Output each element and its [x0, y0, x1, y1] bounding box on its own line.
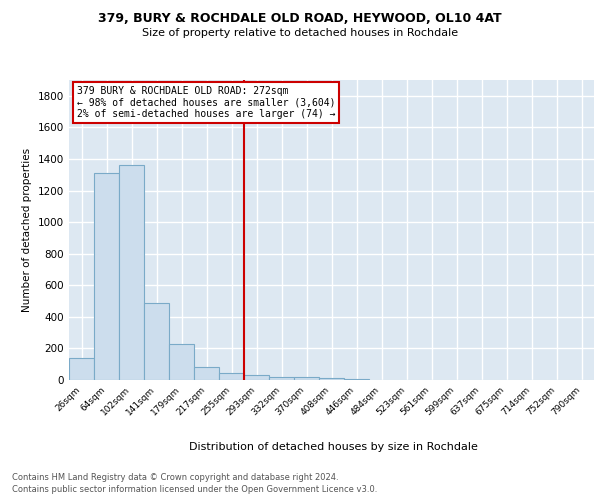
Bar: [244, 376, 269, 380]
Bar: [169, 344, 194, 380]
Text: Distribution of detached houses by size in Rochdale: Distribution of detached houses by size …: [188, 442, 478, 452]
Text: Size of property relative to detached houses in Rochdale: Size of property relative to detached ho…: [142, 28, 458, 38]
Bar: [294, 377, 319, 380]
Text: 379 BURY & ROCHDALE OLD ROAD: 272sqm
← 98% of detached houses are smaller (3,604: 379 BURY & ROCHDALE OLD ROAD: 272sqm ← 9…: [77, 86, 335, 119]
Y-axis label: Number of detached properties: Number of detached properties: [22, 148, 32, 312]
Bar: [144, 302, 169, 380]
Bar: [319, 378, 344, 380]
Text: Contains HM Land Registry data © Crown copyright and database right 2024.: Contains HM Land Registry data © Crown c…: [12, 472, 338, 482]
Bar: [269, 377, 294, 380]
Bar: [69, 358, 94, 380]
Bar: [119, 166, 144, 380]
Bar: [194, 366, 219, 380]
Bar: [219, 373, 244, 380]
Text: 379, BURY & ROCHDALE OLD ROAD, HEYWOOD, OL10 4AT: 379, BURY & ROCHDALE OLD ROAD, HEYWOOD, …: [98, 12, 502, 26]
Bar: [94, 173, 119, 380]
Bar: [344, 379, 369, 380]
Text: Contains public sector information licensed under the Open Government Licence v3: Contains public sector information licen…: [12, 485, 377, 494]
